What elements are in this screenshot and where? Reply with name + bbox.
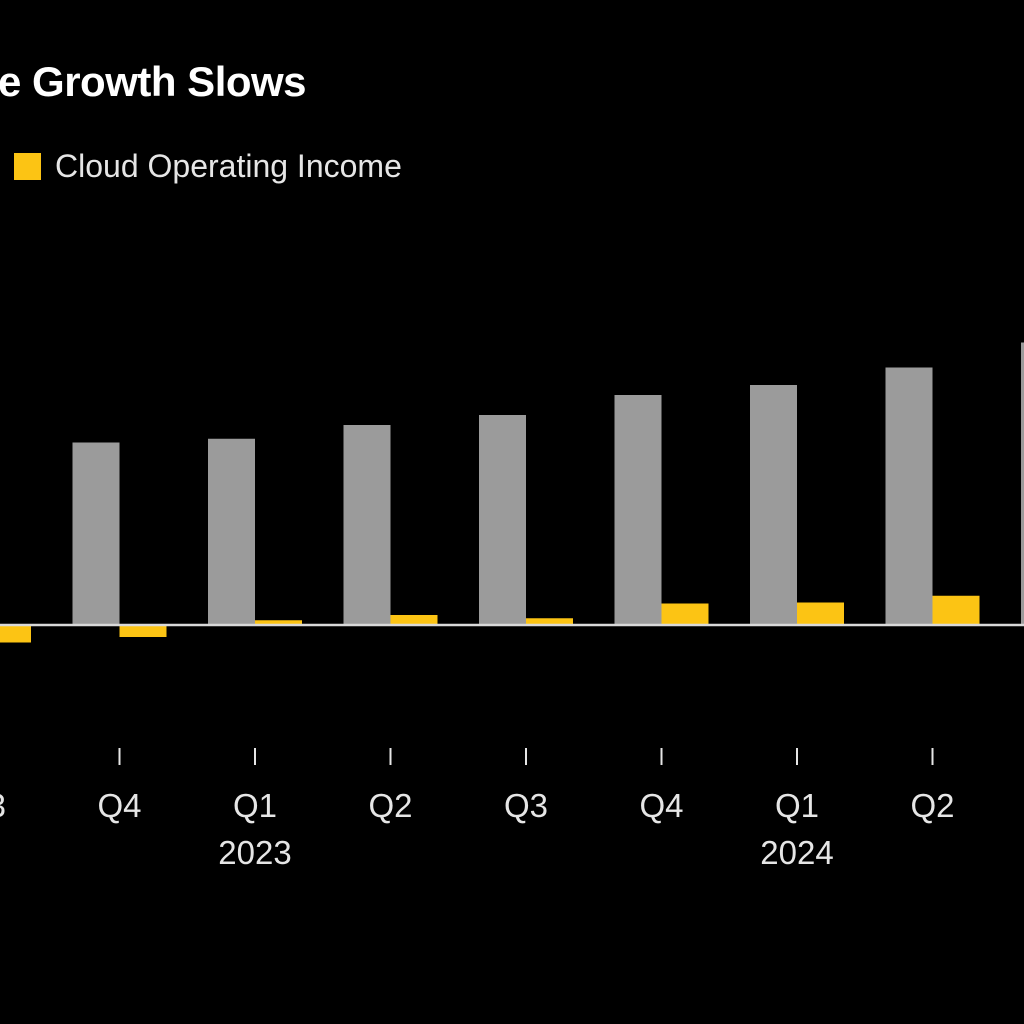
bar-series-1 — [1021, 342, 1024, 625]
x-tick-label: Q1 — [233, 787, 277, 824]
bar-series-1 — [208, 438, 255, 625]
bar-cloud-operating-income — [661, 603, 709, 625]
bar-series-1 — [614, 395, 662, 625]
bar-cloud-operating-income — [526, 618, 573, 625]
bar-cloud-operating-income — [797, 602, 844, 625]
bar-cloud-operating-income — [932, 595, 980, 625]
x-tick-label: Q3 — [0, 787, 6, 824]
bar-series-1 — [479, 415, 526, 625]
legend-swatch-cloud-operating-income — [14, 153, 41, 180]
bar-series-1 — [750, 385, 797, 625]
bar-series-1 — [885, 367, 933, 625]
x-tick-label: Q4 — [97, 787, 141, 824]
bar-cloud-operating-income — [255, 620, 302, 625]
bar-series-1 — [72, 442, 120, 625]
legend-label-cloud-operating-income: Cloud Operating Income — [55, 148, 402, 184]
chart-title: e Growth Slows — [0, 58, 307, 105]
bar-cloud-operating-income — [119, 625, 167, 637]
bar-cloud-operating-income — [0, 625, 31, 643]
legend: Cloud Operating Income — [14, 148, 402, 185]
x-year-label: 2024 — [760, 834, 833, 871]
bar-series-1 — [343, 425, 391, 625]
x-year-label: 2023 — [218, 834, 291, 871]
x-tick-label: Q2 — [910, 787, 954, 824]
x-tick-label: Q1 — [775, 787, 819, 824]
x-tick-label: Q4 — [639, 787, 683, 824]
x-tick-label: Q3 — [504, 787, 548, 824]
x-tick-label: Q2 — [368, 787, 412, 824]
bar-cloud-operating-income — [390, 615, 438, 625]
